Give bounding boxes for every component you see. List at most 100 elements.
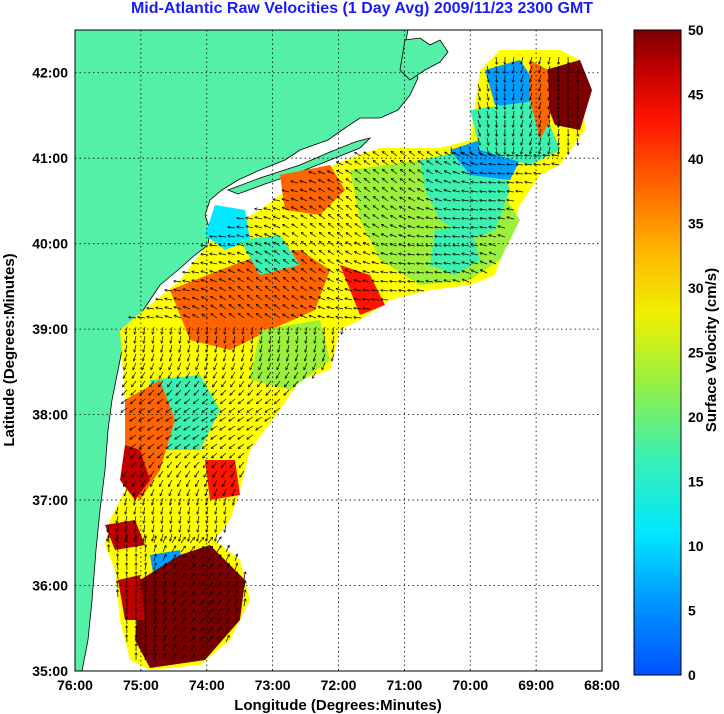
velocity-arrow bbox=[310, 189, 317, 193]
velocity-arrow bbox=[417, 208, 425, 211]
velocity-arrow bbox=[216, 515, 217, 523]
velocity-arrow bbox=[213, 380, 218, 387]
velocity-arrow bbox=[237, 244, 245, 247]
velocity-arrow bbox=[135, 335, 136, 343]
velocity-arrow bbox=[373, 234, 380, 238]
velocity-arrow bbox=[184, 315, 191, 319]
velocity-arrow bbox=[320, 242, 326, 247]
velocity-arrow bbox=[453, 280, 461, 283]
velocity-arrow bbox=[279, 326, 280, 334]
velocity-arrow bbox=[364, 161, 371, 166]
velocity-arrow bbox=[381, 290, 389, 291]
velocity-arrow bbox=[171, 515, 172, 523]
velocity-arrow bbox=[453, 172, 461, 175]
velocity-arrow bbox=[400, 197, 407, 202]
velocity-arrow bbox=[166, 407, 173, 412]
velocity-arrow bbox=[291, 190, 299, 193]
velocity-arrow bbox=[332, 353, 335, 361]
velocity-arrow bbox=[480, 173, 488, 174]
velocity-arrow bbox=[283, 242, 290, 247]
velocity-arrow bbox=[151, 362, 155, 369]
velocity-arrow bbox=[158, 398, 164, 404]
velocity-arrow bbox=[255, 226, 263, 229]
velocity-arrow bbox=[507, 209, 515, 210]
velocity-arrow bbox=[124, 488, 128, 496]
velocity-arrow bbox=[558, 128, 559, 136]
velocity-arrow bbox=[266, 398, 272, 404]
velocity-arrow bbox=[530, 65, 533, 73]
velocity-arrow bbox=[374, 197, 380, 202]
velocity-arrow bbox=[192, 289, 200, 292]
velocity-arrow bbox=[230, 398, 236, 404]
velocity-arrow bbox=[255, 209, 263, 210]
velocity-arrow bbox=[426, 254, 434, 255]
velocity-arrow bbox=[383, 161, 389, 166]
velocity-arrow bbox=[225, 326, 226, 334]
velocity-arrow bbox=[374, 179, 380, 184]
velocity-arrow bbox=[409, 207, 416, 211]
velocity-arrow bbox=[229, 407, 236, 412]
velocity-arrow bbox=[453, 271, 461, 274]
velocity-arrow bbox=[498, 164, 506, 165]
velocity-arrow bbox=[195, 371, 200, 378]
velocity-arrow bbox=[333, 326, 334, 334]
velocity-arrow bbox=[399, 272, 407, 273]
velocity-arrow bbox=[577, 110, 578, 118]
velocity-arrow bbox=[399, 244, 407, 247]
velocity-arrow bbox=[445, 171, 452, 175]
velocity-arrow bbox=[453, 218, 461, 219]
velocity-arrow bbox=[462, 163, 470, 166]
velocity-arrow bbox=[143, 497, 146, 505]
velocity-arrow bbox=[539, 119, 542, 127]
velocity-arrow bbox=[496, 56, 497, 64]
velocity-arrow bbox=[185, 452, 191, 458]
velocity-arrow bbox=[480, 244, 488, 247]
velocity-arrow bbox=[176, 443, 182, 448]
velocity-arrow bbox=[152, 353, 155, 361]
velocity-arrow bbox=[471, 218, 479, 219]
velocity-arrow bbox=[552, 164, 560, 165]
velocity-arrow bbox=[161, 353, 164, 361]
velocity-arrow bbox=[248, 398, 254, 404]
velocity-arrow bbox=[221, 443, 227, 448]
velocity-arrow bbox=[301, 306, 308, 310]
velocity-arrow bbox=[381, 272, 389, 273]
velocity-arrow bbox=[363, 280, 371, 283]
velocity-arrow bbox=[161, 497, 164, 505]
velocity-arrow bbox=[489, 182, 497, 183]
velocity-arrow bbox=[233, 497, 236, 505]
velocity-arrow bbox=[521, 110, 524, 118]
velocity-arrow bbox=[180, 515, 181, 523]
velocity-arrow bbox=[549, 137, 551, 145]
velocity-arrow bbox=[525, 164, 533, 165]
velocity-arrow bbox=[286, 362, 290, 369]
velocity-arrow bbox=[223, 362, 227, 369]
velocity-arrow bbox=[178, 362, 182, 369]
velocity-arrow bbox=[383, 170, 389, 175]
velocity-arrow bbox=[444, 263, 452, 264]
velocity-arrow bbox=[152, 506, 155, 514]
velocity-arrow bbox=[314, 353, 317, 361]
velocity-arrow bbox=[436, 161, 443, 166]
y-tick-label: 39:00 bbox=[32, 321, 68, 337]
velocity-arrow bbox=[202, 297, 209, 301]
velocity-arrow bbox=[177, 371, 182, 378]
velocity-arrow bbox=[206, 497, 209, 505]
velocity-arrow bbox=[363, 308, 371, 309]
velocity-arrow bbox=[513, 74, 514, 82]
velocity-arrow bbox=[192, 263, 200, 264]
velocity-arrow bbox=[496, 83, 497, 91]
velocity-arrow bbox=[462, 218, 470, 219]
velocity-arrow bbox=[382, 206, 389, 211]
velocity-arrow bbox=[257, 296, 263, 301]
velocity-arrow bbox=[117, 515, 118, 523]
velocity-arrow bbox=[477, 110, 480, 118]
velocity-arrow bbox=[530, 119, 533, 127]
velocity-arrow bbox=[372, 262, 380, 265]
velocity-arrow bbox=[292, 207, 299, 211]
velocity-arrow bbox=[462, 271, 470, 274]
velocity-arrow bbox=[427, 189, 434, 193]
velocity-arrow bbox=[530, 56, 533, 64]
velocity-arrow bbox=[264, 208, 272, 211]
